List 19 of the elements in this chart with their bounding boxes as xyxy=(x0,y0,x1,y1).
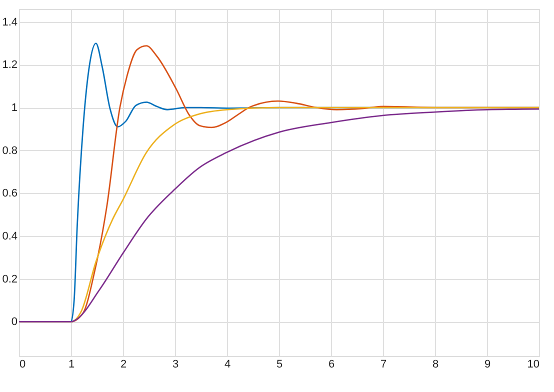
x-tick-label: 7 xyxy=(380,358,387,370)
x-tick-label: 4 xyxy=(224,358,231,370)
x-tick-label: 8 xyxy=(432,358,439,370)
x-tick-label: 6 xyxy=(328,358,335,370)
x-tick-label: 1 xyxy=(68,358,75,370)
y-tick-label: 0.2 xyxy=(2,273,18,286)
x-tick-label: 9 xyxy=(484,358,491,370)
x-tick-label: 3 xyxy=(172,358,179,370)
x-tick-label: 10 xyxy=(527,358,540,370)
y-tick-label: 0.4 xyxy=(2,230,18,243)
y-tick-label: 0 xyxy=(11,316,18,328)
y-tick-label: 1.2 xyxy=(2,59,18,72)
x-tick-label: 0 xyxy=(20,358,26,370)
y-tick-label: 0.6 xyxy=(2,188,18,200)
y-tick-label: 1.4 xyxy=(2,16,18,28)
y-tick-label: 1 xyxy=(11,102,18,114)
x-tick-label: 5 xyxy=(276,358,283,370)
y-tick-label: 0.8 xyxy=(2,144,18,157)
x-tick-label: 2 xyxy=(120,358,127,370)
